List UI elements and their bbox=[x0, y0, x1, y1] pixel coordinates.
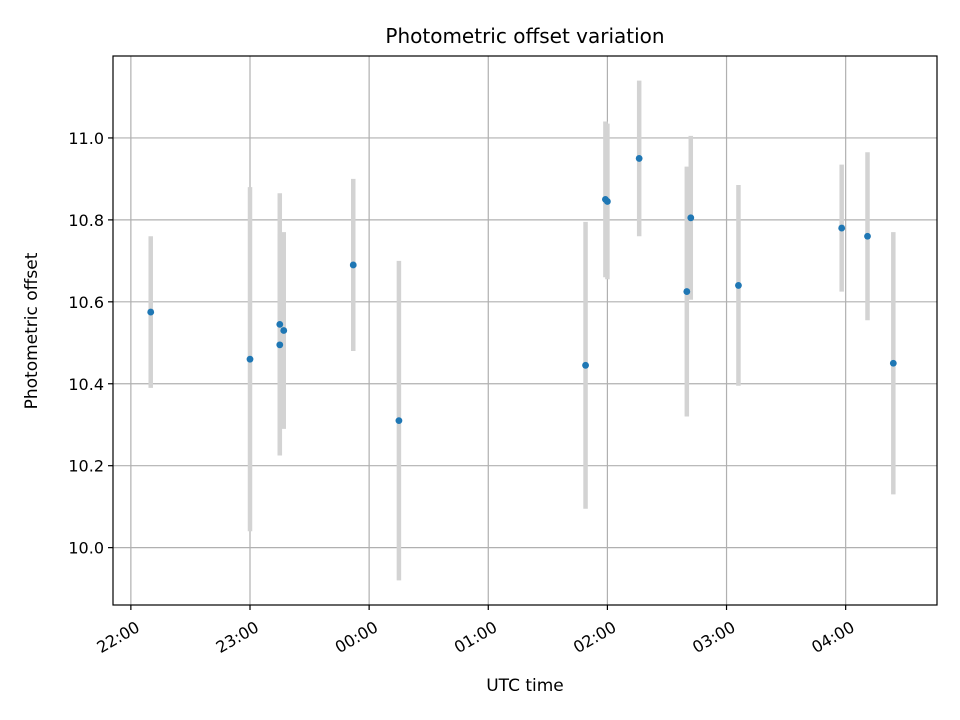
y-tick-label-1: 10.2 bbox=[68, 457, 104, 476]
data-point-4 bbox=[280, 327, 288, 334]
grid bbox=[113, 56, 937, 605]
data-point-9 bbox=[604, 198, 611, 205]
plot-frame bbox=[112, 55, 938, 606]
y-tick-label-4: 10.8 bbox=[68, 211, 104, 230]
data-point-14 bbox=[838, 224, 846, 232]
data-point-1 bbox=[246, 355, 254, 363]
y-tick-label-3: 10.6 bbox=[68, 293, 104, 312]
x-tick-label-4: 02:00 bbox=[570, 617, 619, 657]
data-point-5 bbox=[349, 261, 357, 269]
y-tick-label-5: 11.0 bbox=[68, 129, 104, 148]
data-point-10 bbox=[635, 155, 643, 162]
x-tick-label-0: 22:00 bbox=[93, 617, 142, 657]
x-axis-label: UTC time bbox=[486, 676, 564, 696]
error-bars bbox=[148, 80, 896, 581]
data-point-0 bbox=[147, 308, 155, 316]
x-tick-label-5: 03:00 bbox=[689, 617, 738, 657]
y-tick-label-0: 10.0 bbox=[68, 539, 104, 558]
chart-title: Photometric offset variation bbox=[385, 24, 664, 48]
data-point-12 bbox=[687, 214, 695, 222]
y-axis-label: Photometric offset bbox=[22, 252, 42, 409]
data-point-6 bbox=[395, 417, 403, 425]
data-point-2 bbox=[276, 320, 284, 328]
data-point-15 bbox=[864, 232, 871, 240]
data-points bbox=[147, 155, 897, 425]
x-tick-label-3: 01:00 bbox=[451, 617, 500, 657]
y-tick-label-2: 10.4 bbox=[68, 375, 104, 394]
data-point-3 bbox=[276, 341, 284, 349]
data-point-13 bbox=[735, 282, 742, 289]
x-tick-label-1: 23:00 bbox=[213, 617, 262, 657]
x-tick-label-2: 00:00 bbox=[332, 617, 381, 657]
data-point-16 bbox=[889, 359, 897, 367]
data-point-7 bbox=[582, 361, 589, 369]
data-point-11 bbox=[683, 288, 691, 295]
x-tick-label-6: 04:00 bbox=[808, 617, 857, 657]
